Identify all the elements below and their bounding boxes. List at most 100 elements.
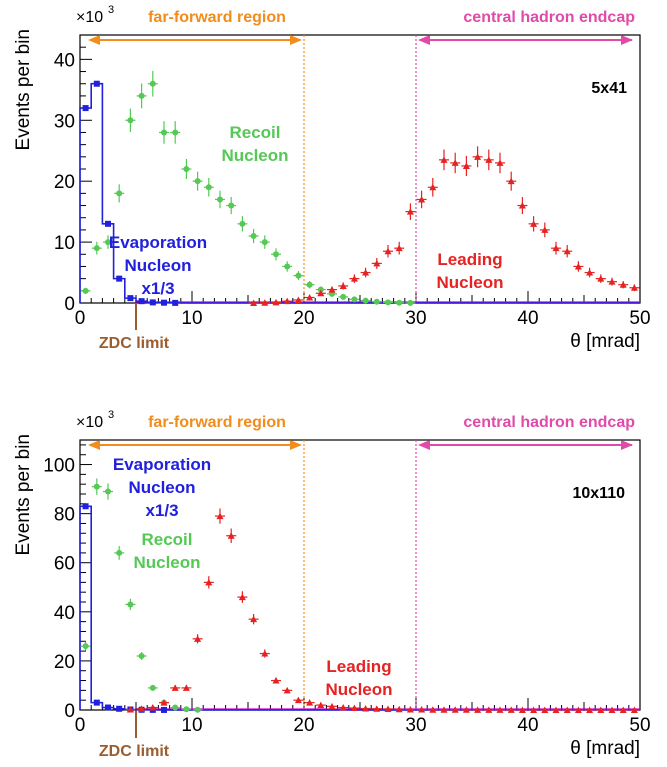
leading-marker xyxy=(586,269,594,276)
leading-point xyxy=(304,699,315,706)
recoil-point xyxy=(271,248,281,261)
leading-marker xyxy=(294,696,302,704)
leading-point xyxy=(282,686,293,694)
leading-marker xyxy=(485,706,493,713)
leading-point xyxy=(629,284,640,292)
leading-marker xyxy=(339,282,347,289)
leading-point xyxy=(450,152,461,174)
zdc-limit-label: ZDC limit xyxy=(99,335,170,352)
leading-marker xyxy=(306,294,314,301)
recoil-point xyxy=(304,281,315,289)
leading-label: Nucleon xyxy=(436,273,503,292)
recoil-marker xyxy=(228,202,235,209)
leading-marker xyxy=(406,706,414,713)
leading-point xyxy=(551,241,561,255)
recoil-marker xyxy=(116,549,123,556)
evaporation-point xyxy=(105,220,111,227)
leading-marker xyxy=(496,706,504,713)
recoil-marker xyxy=(317,286,324,293)
y-tick-label: 40 xyxy=(54,603,75,624)
leading-point xyxy=(383,705,393,713)
leading-point xyxy=(427,177,438,197)
leading-point xyxy=(528,216,539,232)
leading-point xyxy=(237,591,248,603)
leading-point xyxy=(181,684,192,691)
leading-marker xyxy=(171,684,179,691)
leading-point xyxy=(315,289,326,297)
x-tick-label: 50 xyxy=(629,715,650,736)
leading-point xyxy=(629,706,640,713)
recoil-marker xyxy=(93,245,100,252)
leading-marker xyxy=(317,289,325,297)
recoil-point xyxy=(192,171,203,191)
energy-label: 5x41 xyxy=(591,80,627,97)
leading-point xyxy=(259,649,270,658)
recoil-point xyxy=(91,478,102,495)
leading-point xyxy=(517,197,528,215)
leading-point xyxy=(271,677,281,684)
recoil-point xyxy=(114,184,125,203)
recoil-marker xyxy=(217,196,223,203)
leading-point xyxy=(573,706,584,713)
y-axis-title: Events per bin xyxy=(13,29,34,150)
recoil-marker xyxy=(194,706,201,713)
leading-marker xyxy=(238,593,246,601)
recoil-marker xyxy=(127,117,134,124)
recoil-point xyxy=(125,108,136,132)
leading-point xyxy=(427,706,438,713)
energy-label: 10x110 xyxy=(572,485,625,502)
recoil-marker xyxy=(273,251,279,258)
recoil-point xyxy=(383,299,393,306)
leading-marker xyxy=(418,706,426,713)
leading-marker xyxy=(563,247,571,255)
series-leading xyxy=(125,508,640,713)
leading-marker xyxy=(507,177,515,185)
leading-marker xyxy=(474,153,482,160)
leading-marker xyxy=(619,281,627,288)
leading-point xyxy=(573,261,584,272)
leading-marker xyxy=(317,701,325,709)
recoil-label: Recoil xyxy=(229,123,280,142)
recoil-marker xyxy=(250,233,257,239)
leading-marker xyxy=(507,706,515,713)
x-tick-label: 40 xyxy=(517,308,538,329)
leading-point xyxy=(495,706,505,713)
recoil-marker xyxy=(138,92,145,99)
leading-marker xyxy=(518,706,526,713)
recoil-point xyxy=(136,651,147,661)
evaporation-point xyxy=(93,699,100,706)
leading-marker xyxy=(406,208,414,215)
leading-marker xyxy=(339,704,347,711)
leading-marker xyxy=(597,706,605,713)
recoil-marker xyxy=(284,263,291,270)
y-multiplier: ×10 xyxy=(76,414,103,431)
leading-marker xyxy=(294,296,302,303)
y-axis-title: Events per bin xyxy=(13,434,34,555)
leading-point xyxy=(618,706,629,713)
leading-point xyxy=(405,203,416,220)
central-arrow-head-left xyxy=(418,440,430,450)
x-tick-label: 10 xyxy=(181,308,202,329)
central-region-label: central hadron endcap xyxy=(463,9,635,26)
leading-point xyxy=(562,245,573,258)
evaporation-point xyxy=(149,299,156,306)
leading-point xyxy=(304,294,315,301)
leading-marker xyxy=(362,269,370,276)
recoil-point xyxy=(80,641,91,651)
leading-marker xyxy=(574,706,582,713)
leading-point xyxy=(584,706,595,713)
leading-point xyxy=(405,706,416,713)
evaporation-label: Evaporation xyxy=(109,233,207,252)
recoil-label: Nucleon xyxy=(133,553,200,572)
series-recoil xyxy=(80,70,416,306)
recoil-point xyxy=(259,235,270,249)
recoil-marker xyxy=(385,299,391,306)
recoil-marker xyxy=(340,293,347,300)
y-tick-label: 60 xyxy=(54,554,75,575)
recoil-marker xyxy=(116,190,123,197)
recoil-label: Recoil xyxy=(141,530,192,549)
leading-marker xyxy=(283,686,291,694)
leading-point xyxy=(338,282,349,290)
far-forward-arrow-head-left xyxy=(88,35,100,45)
recoil-marker xyxy=(183,166,190,172)
